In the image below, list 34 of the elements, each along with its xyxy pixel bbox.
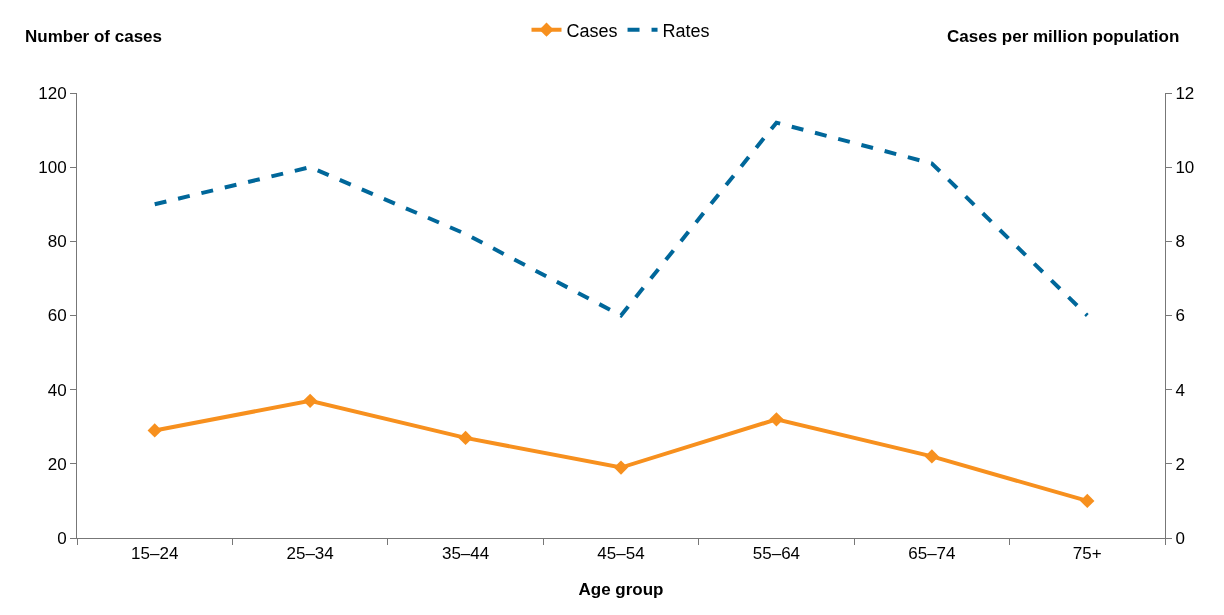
- y2-tick-label: 2: [1175, 454, 1185, 474]
- x-tick-label: 25–34: [286, 544, 334, 564]
- legend-label: Rates: [662, 20, 710, 41]
- y-tick-label: 0: [57, 528, 67, 548]
- point: [1080, 493, 1095, 509]
- y-axis-title: Number of cases: [25, 27, 162, 46]
- point: [613, 460, 629, 475]
- x-axis-title: Age group: [578, 579, 664, 599]
- y-tick-label: 100: [38, 158, 67, 178]
- y2-tick-label: 0: [1175, 528, 1185, 548]
- x-tick-label: 55–64: [752, 544, 801, 564]
- y-tick-label: 40: [47, 380, 67, 400]
- x-tick-label: 15–24: [131, 544, 179, 564]
- y2-tick-label: 12: [1175, 83, 1195, 103]
- point: [769, 412, 784, 427]
- y2-tick-label: 10: [1175, 158, 1195, 178]
- x-tick-label: 65–74: [908, 544, 956, 564]
- y-tick-label: 20: [47, 454, 67, 474]
- x-tick-label: 75+: [1072, 544, 1102, 564]
- y2-tick-label: 4: [1175, 380, 1185, 400]
- y2-tick-label: 6: [1175, 306, 1185, 326]
- legend-label: Cases: [566, 20, 618, 41]
- point: [458, 430, 473, 446]
- y-tick-label: 60: [47, 306, 67, 326]
- y-tick-label: 120: [38, 83, 67, 103]
- x-tick-label: 45–54: [597, 544, 645, 564]
- y2-axis-title: Cases per million population: [947, 27, 1180, 46]
- point: [302, 393, 318, 408]
- y2-tick-label: 8: [1175, 232, 1185, 252]
- x-tick-label: 35–44: [441, 544, 490, 564]
- line-series: [152, 120, 1090, 318]
- point: [924, 449, 940, 464]
- y-tick-label: 80: [47, 232, 67, 252]
- point: [147, 423, 162, 438]
